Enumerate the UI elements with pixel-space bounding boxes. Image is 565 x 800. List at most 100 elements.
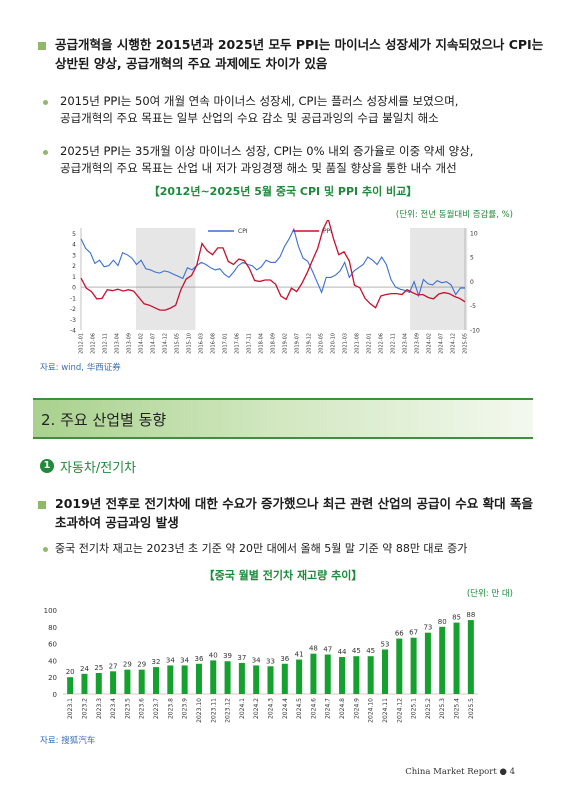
- section2-bullet1: 중국 전기차 재고는 2023년 초 기준 약 20만 대에서 올해 5월 말 …: [55, 542, 468, 555]
- section1-bullet1-line2: 공급개혁의 주요 목표는 일부 산업의 수요 감소 및 공급과잉의 수급 불일치…: [60, 111, 439, 125]
- y-tick-label: 20: [48, 674, 57, 682]
- data-label: 85: [452, 614, 461, 622]
- bar: [124, 669, 131, 694]
- section2-title: 2. 주요 산업별 동향: [41, 411, 167, 429]
- ev-inventory-bar-chart: 0 20 40 60 80 100 20 2023.1 24 2023.2 25 2023.3 27 20…: [44, 607, 478, 723]
- data-label: 25: [94, 664, 103, 672]
- left-tick-label: 4: [72, 242, 76, 249]
- section1-bullet1-line1: 2015년 PPI는 50여 개월 연속 마이너스 성장세, CPI는 플러스 …: [60, 94, 459, 108]
- y-tick-label: 40: [48, 657, 57, 665]
- bar: [339, 657, 346, 694]
- bar: [181, 665, 188, 694]
- x-tick-label: 2012-06: [91, 333, 97, 354]
- section2-heading-line2: 초과하여 공급과잉 발생: [55, 515, 179, 530]
- x-tick-label: 2022-06: [379, 333, 385, 354]
- right-tick-label: 0: [470, 279, 474, 286]
- x-tick-label: 2012-11: [103, 333, 109, 354]
- bar: [167, 665, 174, 694]
- data-label: 36: [280, 655, 289, 663]
- x-tick-label: 2023.10: [196, 698, 203, 723]
- bar: [238, 662, 245, 694]
- data-label: 73: [423, 624, 432, 632]
- bar: [424, 632, 431, 694]
- section2-heading-line1: 2019년 전후로 전기차에 대한 수요가 증가했으나 최근 관련 산업의 공급…: [55, 496, 534, 511]
- data-label: 36: [194, 655, 203, 663]
- x-tick-label: 2014-02: [139, 333, 145, 354]
- bullet-dot: [43, 150, 48, 155]
- x-tick-label: 2012-01: [79, 333, 85, 354]
- x-tick-label: 2023.4: [110, 698, 117, 719]
- section1-bullet2-line1: 2025년 PPI는 35개월 이상 마이너스 성장, CPI는 0% 내외 증…: [60, 144, 474, 158]
- x-tick-label: 2024.11: [382, 698, 389, 723]
- left-tick-label: 5: [72, 231, 76, 238]
- heading-marker: [38, 42, 46, 50]
- x-tick-label: 2023.1: [67, 698, 74, 719]
- x-tick-label: 2014-12: [163, 333, 169, 354]
- data-label: 29: [123, 661, 132, 669]
- x-tick-label: 2021-03: [343, 333, 349, 354]
- x-tick-label: 2015-10: [187, 333, 193, 354]
- x-tick-label: 2024.10: [368, 698, 375, 723]
- x-tick-label: 2017-11: [247, 333, 253, 354]
- section1-heading-line2: 상반된 양상, 공급개혁의 주요 과제에도 차이가 있음: [55, 56, 328, 71]
- bar: [296, 659, 303, 694]
- x-tick-label: 2025.2: [425, 698, 432, 719]
- x-tick-label: 2017-06: [235, 333, 241, 354]
- left-tick-label: -3: [70, 317, 76, 324]
- x-tick-label: 2023.11: [210, 698, 217, 723]
- bar: [367, 656, 374, 694]
- bar: [210, 660, 217, 694]
- chart1-title: 【2012년~2025년 5월 중국 CPI 및 PPI 추이 비교】: [148, 185, 418, 198]
- right-tick-label: -10: [470, 328, 480, 335]
- x-tick-label: 2024.8: [339, 698, 346, 719]
- footer-bullet: ●: [499, 767, 507, 777]
- data-label: 40: [209, 651, 218, 659]
- data-label: 24: [80, 665, 89, 673]
- x-tick-label: 2019-02: [283, 333, 289, 354]
- bullet-dot: [43, 100, 48, 105]
- data-label: 32: [152, 658, 161, 666]
- chart2-title: 【중국 월별 전기차 재고량 추이】: [203, 569, 363, 582]
- x-tick-label: 2024.3: [268, 698, 275, 719]
- x-tick-label: 2023.12: [225, 698, 232, 723]
- y-tick-label: 100: [44, 607, 57, 615]
- x-tick-label: 2018-09: [271, 333, 277, 354]
- x-tick-label: 2024.6: [310, 698, 317, 719]
- chart2-unit: (단위: 만 대): [466, 589, 513, 599]
- bar: [195, 663, 202, 694]
- bar: [138, 669, 145, 694]
- x-tick-label: 2019-07: [295, 333, 301, 354]
- x-tick-label: 2025-05: [463, 333, 469, 354]
- bullet-dot: [43, 547, 48, 552]
- left-tick-label: -4: [70, 328, 76, 335]
- data-label: 45: [366, 647, 375, 655]
- bar: [67, 677, 74, 694]
- bar: [396, 638, 403, 694]
- page-number: 4: [509, 767, 515, 777]
- data-label: 27: [109, 662, 118, 670]
- shaded-period-1: [410, 228, 468, 330]
- left-tick-label: -1: [70, 295, 76, 302]
- page-footer: China Market Report ● 4: [405, 767, 515, 777]
- x-tick-label: 2014-07: [151, 333, 157, 354]
- right-tick-label: -5: [470, 303, 476, 310]
- bar: [267, 666, 274, 694]
- legend-label: PPI: [323, 228, 332, 235]
- x-tick-label: 2016-03: [199, 333, 205, 354]
- x-tick-label: 2023-09: [415, 333, 421, 354]
- bar: [95, 673, 102, 694]
- x-tick-label: 2021-08: [355, 333, 361, 354]
- x-tick-label: 2023-04: [403, 333, 409, 354]
- x-tick-label: 2013-04: [115, 333, 121, 354]
- data-label: 20: [66, 668, 75, 676]
- bar: [324, 654, 331, 694]
- x-tick-label: 2023.5: [124, 698, 131, 719]
- bar: [224, 661, 231, 694]
- chart1-source: 자료: wind, 华西证券: [40, 363, 121, 373]
- data-label: 48: [309, 645, 318, 653]
- data-label: 53: [381, 640, 390, 648]
- chart1-unit: (단위: 전년 동월대비 증감률, %): [395, 210, 513, 220]
- x-tick-label: 2025.4: [454, 698, 461, 719]
- legend-label: CPI: [238, 228, 248, 235]
